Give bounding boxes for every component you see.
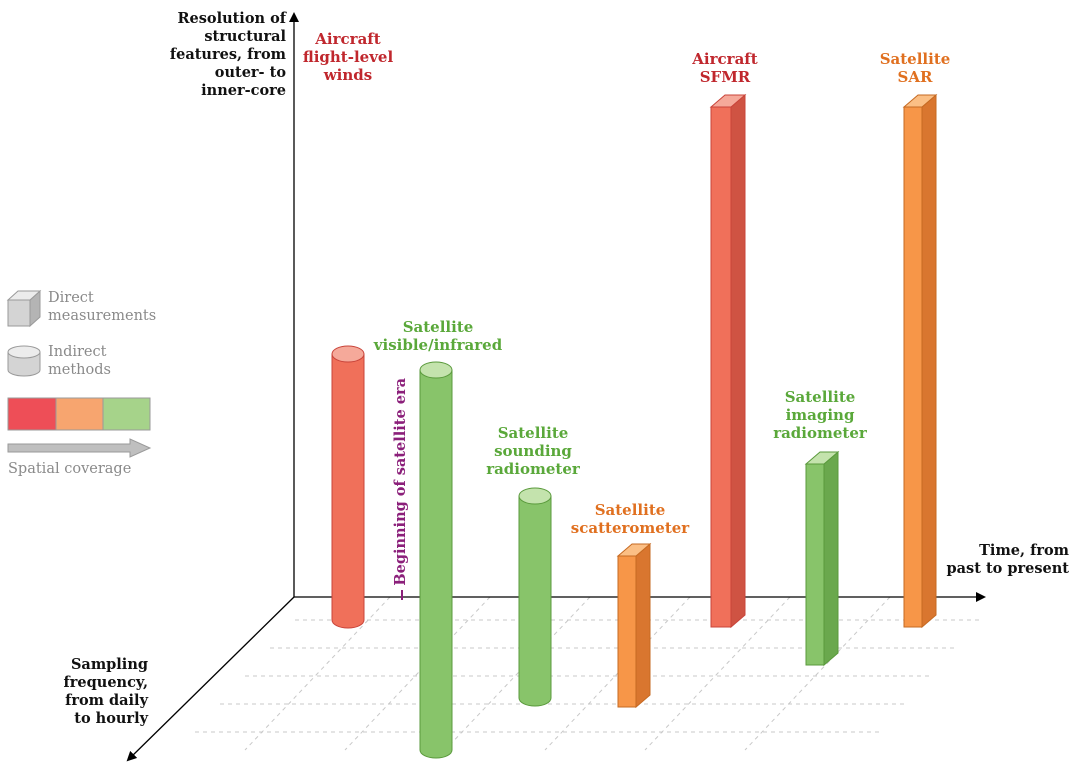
era-marker-label: Beginning of satellite era — [392, 378, 409, 586]
legend-cylinder-icon — [7, 345, 41, 377]
legend-spatial-coverage-label: Spatial coverage — [8, 461, 132, 477]
legend-swatch-red — [7, 397, 57, 431]
label-satellite-visible-infrared: Satellite visible/infrared — [373, 318, 503, 354]
legend-indirect-label: Indirect methods — [48, 344, 111, 378]
label-aircraft-sfmr: Aircraft SFMR — [692, 50, 758, 86]
bar-satellite-imaging-radiometer — [804, 450, 840, 667]
label-satellite-imaging-radiometer: Satellite imaging radiometer — [773, 388, 867, 442]
floor-grid — [195, 596, 980, 751]
legend-swatch-orange — [55, 397, 104, 431]
z-axis-label: Sampling frequency, from daily to hourly — [63, 656, 148, 727]
label-aircraft-flight-level-winds: Aircraft flight-level winds — [302, 30, 394, 84]
y-axis-label: Resolution of structural features, from … — [169, 10, 286, 99]
legend-cube-icon — [6, 289, 42, 328]
bar-satellite-visible-infrared — [419, 361, 453, 759]
label-satellite-sar: Satellite SAR — [879, 50, 951, 86]
bar-satellite-sar — [902, 93, 938, 629]
spatial-coverage-arrow — [7, 438, 152, 458]
legend-swatch-green — [102, 397, 151, 431]
z-axis — [126, 596, 295, 762]
x-axis-label: Time, from past to present — [946, 542, 1070, 577]
legend-color-bar — [7, 397, 151, 431]
bar-aircraft-flight-level-winds — [331, 345, 365, 629]
legend-direct-label: Direct measurements — [48, 290, 157, 324]
bar-aircraft-sfmr — [709, 93, 747, 629]
bar-satellite-scatterometer — [616, 542, 652, 709]
label-satellite-scatterometer: Satellite scatterometer — [570, 501, 690, 537]
bar-satellite-sounding-radiometer — [518, 487, 552, 707]
label-satellite-sounding-radiometer: Satellite sounding radiometer — [486, 424, 580, 478]
